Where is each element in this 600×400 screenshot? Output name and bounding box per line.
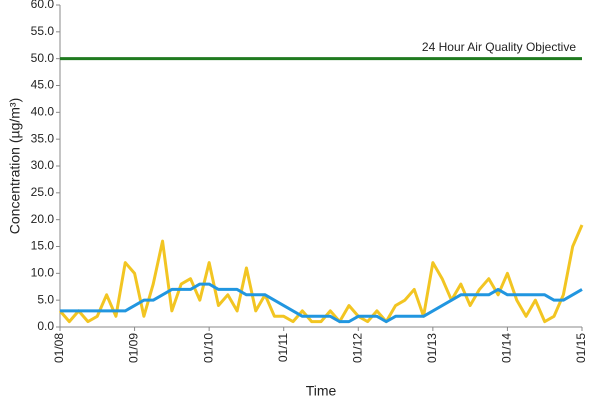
x-tick-label: 01/15: [574, 333, 588, 363]
y-tick-label: 0.0: [37, 319, 54, 333]
y-tick-label: 30.0: [31, 158, 55, 172]
series-line: [60, 282, 583, 324]
x-tick-label: 01/10: [201, 333, 215, 363]
x-tick-label: 01/09: [127, 333, 141, 363]
x-axis-title: Time: [306, 383, 337, 399]
x-tick-label: 01/12: [350, 333, 364, 363]
x-tick-label: 01/08: [52, 333, 66, 363]
y-tick-label: 20.0: [31, 212, 55, 226]
y-tick-label: 15.0: [31, 239, 55, 253]
y-tick-label: 55.0: [31, 24, 55, 38]
y-tick-label: 45.0: [31, 78, 55, 92]
y-tick-label: 50.0: [31, 51, 55, 65]
y-tick-label: 35.0: [31, 131, 55, 145]
x-tick-label: 01/13: [425, 333, 439, 363]
y-tick-label: 60.0: [31, 0, 55, 11]
y-axis-title: Concentration (µg/m³): [7, 98, 23, 234]
y-tick-label: 25.0: [31, 185, 55, 199]
x-tick-label: 01/11: [276, 333, 290, 362]
x-tick-label: 01/14: [500, 333, 514, 363]
objective-label: 24 Hour Air Quality Objective: [422, 40, 576, 54]
y-tick-label: 40.0: [31, 105, 55, 119]
series-line: [58, 224, 584, 324]
y-tick-label: 5.0: [37, 292, 54, 306]
y-tick-label: 10.0: [31, 266, 55, 280]
